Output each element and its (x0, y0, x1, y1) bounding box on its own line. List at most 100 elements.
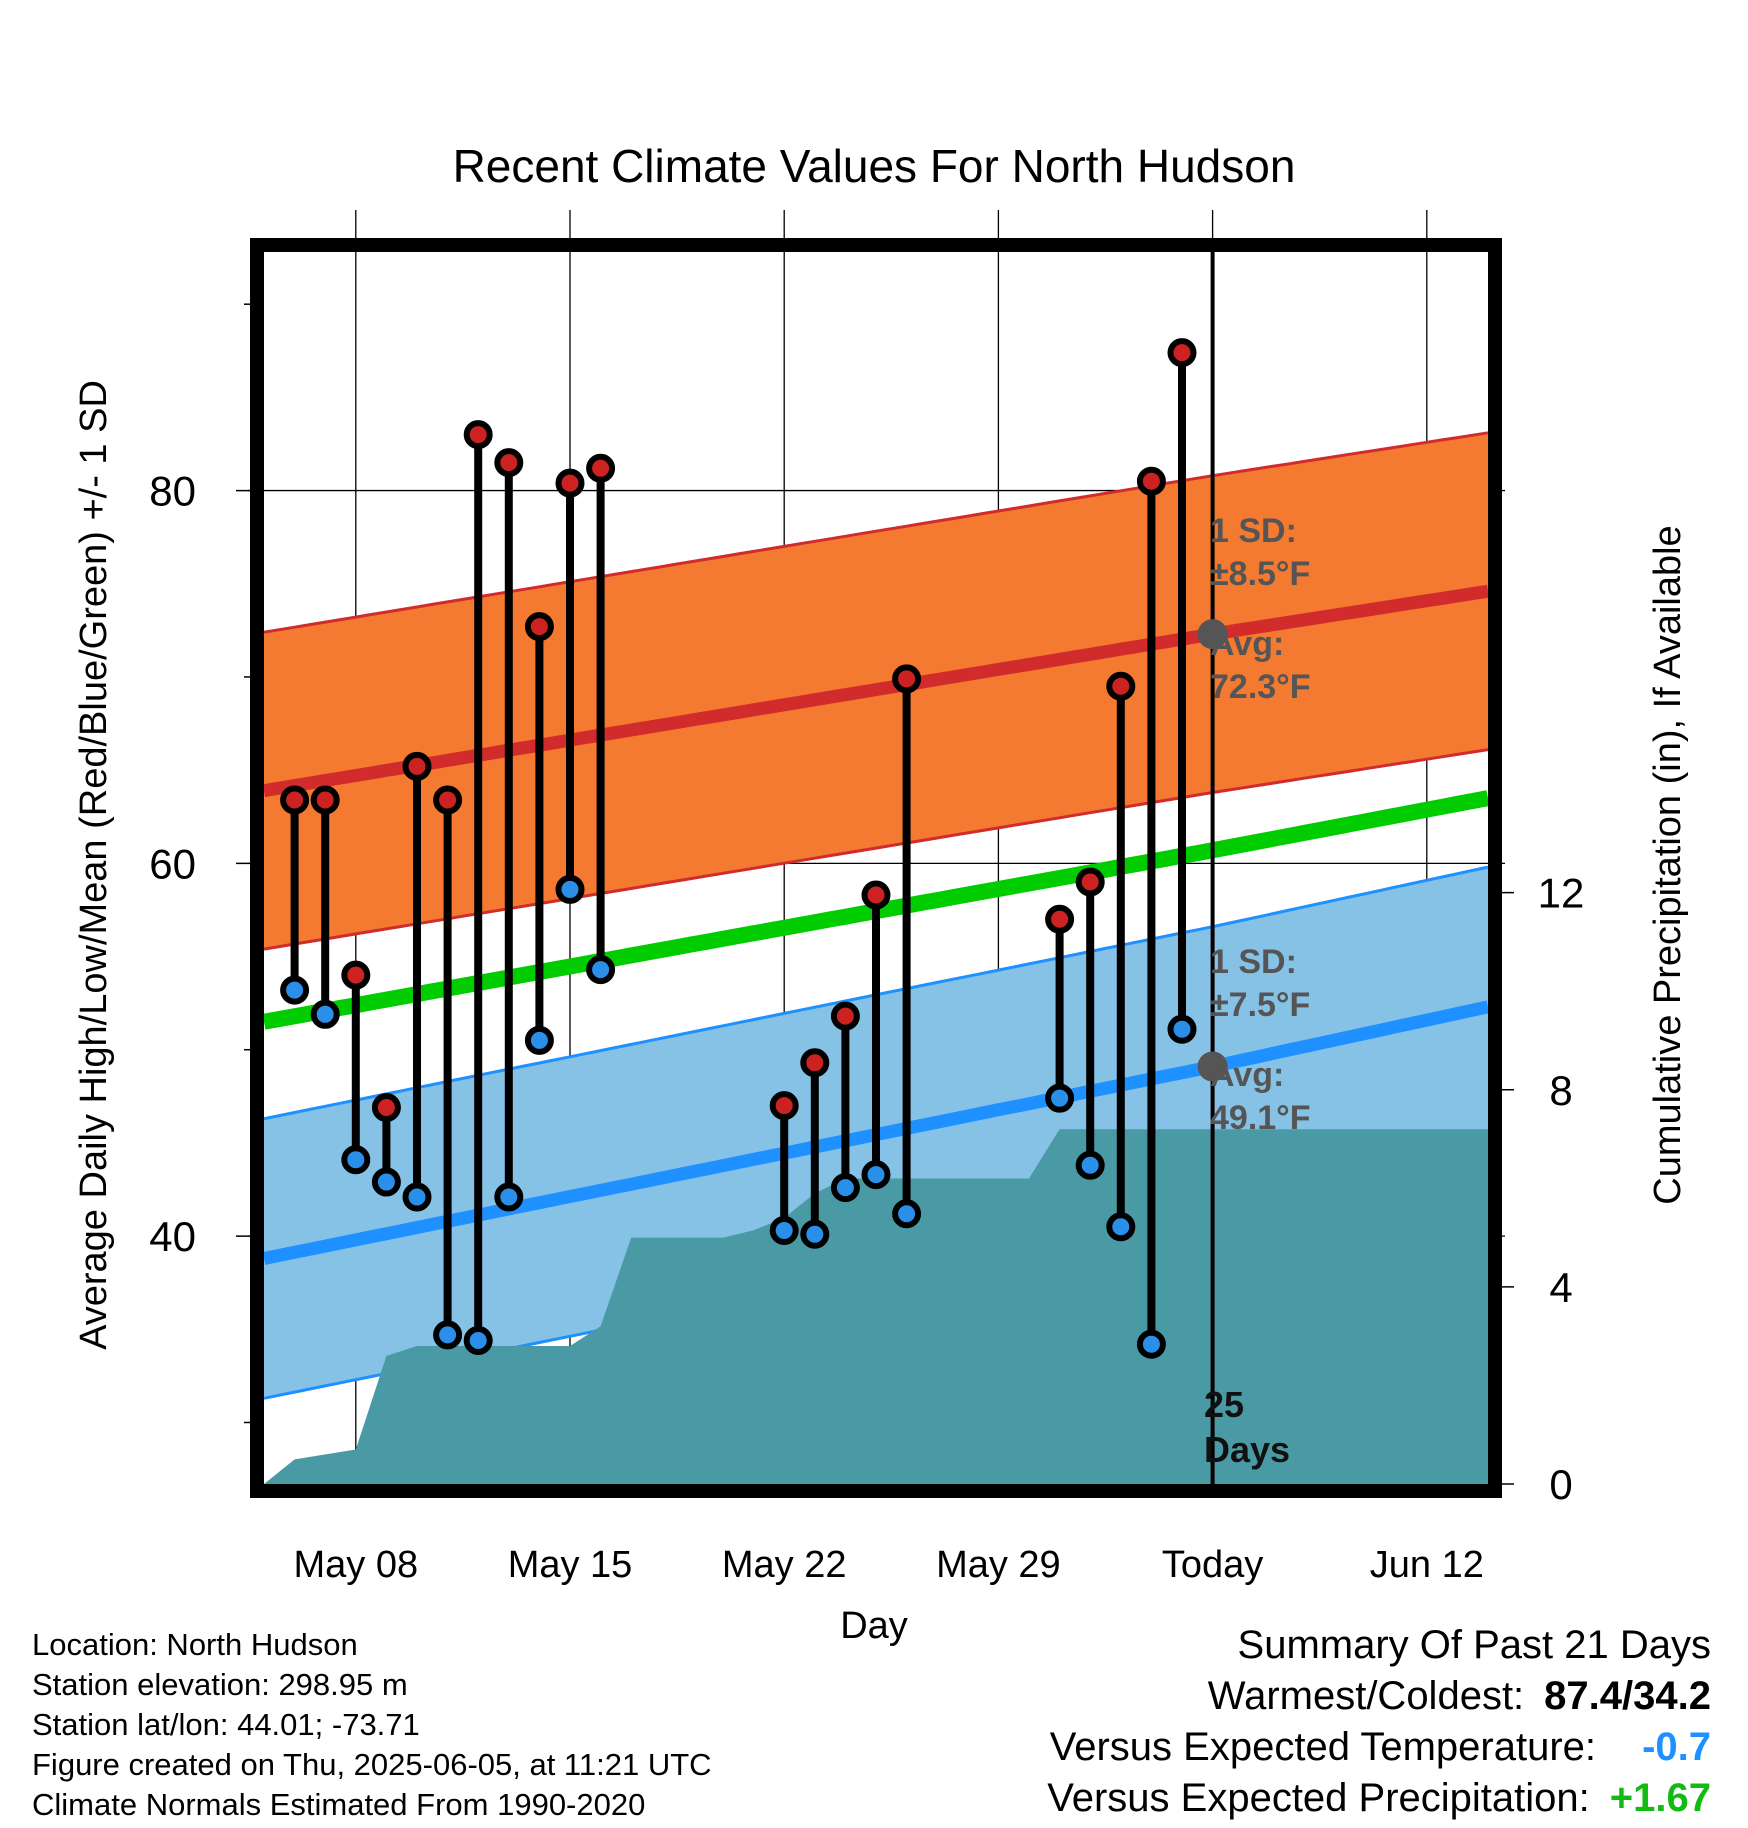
daily-obs-may-23 (800, 1048, 830, 1249)
y2-tick-label: 0 (1549, 1461, 1572, 1508)
obs-low-point (463, 1325, 493, 1355)
low-sd-value: ±7.5°F (1210, 986, 1310, 1024)
daily-obs-may-12 (463, 420, 493, 1355)
obs-high-point (1106, 671, 1136, 701)
today-marker (1197, 252, 1228, 1484)
obs-low-point (892, 1199, 922, 1229)
obs-low-point (1167, 1014, 1197, 1044)
obs-high-point (433, 785, 463, 815)
obs-high-point (402, 751, 432, 781)
low-avg-label: Avg: (1210, 1056, 1284, 1094)
obs-low-point (586, 955, 616, 985)
daily-obs-may-09 (371, 1093, 401, 1197)
chart-title: Recent Climate Values For North Hudson (453, 140, 1296, 192)
obs-high-point (892, 664, 922, 694)
obs-low-point (861, 1160, 891, 1190)
days-label: Days (1204, 1429, 1290, 1470)
daily-obs-jun-03 (1136, 466, 1166, 1359)
warm-cold-label: Warmest/Coldest: (1207, 1674, 1525, 1718)
high-avg-marker (1197, 619, 1228, 650)
summary-panel: Summary Of Past 21 Days Warmest/Coldest:… (1047, 1620, 1711, 1824)
daily-obs-may-11 (433, 785, 463, 1350)
obs-high-point (1075, 867, 1105, 897)
temp-value: -0.7 (1642, 1725, 1711, 1769)
y-tick-label: 80 (149, 468, 196, 515)
temp-label: Versus Expected Temperature: (1049, 1725, 1596, 1769)
obs-low-point (769, 1216, 799, 1246)
obs-high-point (524, 612, 554, 642)
daily-obs-may-15 (555, 468, 585, 904)
obs-high-point (769, 1091, 799, 1121)
obs-high-point (371, 1093, 401, 1123)
x-tick-label: Today (1162, 1544, 1263, 1586)
precip-area-fill (264, 1129, 1488, 1484)
x-tick-label: May 15 (508, 1544, 633, 1586)
plot-frame (250, 238, 1502, 1498)
summary-temp: Versus Expected Temperature: -0.7 (1047, 1722, 1711, 1773)
warm-cold-value: 87.4/34.2 (1544, 1674, 1711, 1718)
obs-low-point (310, 999, 340, 1029)
obs-low-point (433, 1320, 463, 1350)
y2-tick-label: 12 (1538, 870, 1585, 917)
precip-area (264, 1129, 1488, 1484)
daily-obs-may-26 (892, 664, 922, 1229)
daily-obs-may-10 (402, 751, 432, 1212)
summary-heading: Summary Of Past 21 Days (1237, 1623, 1711, 1667)
obs-high-point (861, 880, 891, 910)
y-axis-label: Average Daily High/Low/Mean (Red/Blue/Gr… (73, 380, 115, 1350)
high-avg-value: 72.3°F (1210, 668, 1311, 706)
obs-low-point (402, 1182, 432, 1212)
daily-obs-may-08 (341, 960, 371, 1175)
station-info: Location: North Hudson Station elevation… (32, 1625, 712, 1825)
daily-obs-may-13 (494, 448, 524, 1212)
precip-label: Versus Expected Precipitation: (1047, 1776, 1590, 1820)
obs-high-point (310, 785, 340, 815)
location-text: Location: North Hudson (32, 1627, 358, 1662)
y2-tick-label: 4 (1549, 1264, 1572, 1311)
x-axis-label: Day (840, 1605, 908, 1647)
obs-low-point (1136, 1329, 1166, 1359)
obs-low-point (280, 975, 310, 1005)
daily-obs-may-16 (586, 453, 616, 985)
high-avg-label: Avg: (1210, 625, 1284, 663)
high-avg-line (262, 584, 1490, 798)
obs-low-point (494, 1182, 524, 1212)
y2-tick-label: 8 (1549, 1067, 1572, 1114)
obs-low-point (830, 1173, 860, 1203)
low-sd-label: 1 SD: (1210, 943, 1297, 981)
obs-high-point (555, 468, 585, 498)
obs-high-point (800, 1048, 830, 1078)
elevation-text: Station elevation: 298.95 m (32, 1667, 408, 1702)
obs-high-point (280, 785, 310, 815)
obs-high-point (586, 453, 616, 483)
obs-high-point (494, 448, 524, 478)
daily-obs-may-06 (280, 785, 310, 1005)
daily-observations (280, 338, 1197, 1359)
obs-high-point (1045, 904, 1075, 934)
high-sd-value: ±8.5°F (1210, 555, 1310, 593)
x-tick-label: May 29 (936, 1544, 1061, 1586)
summary-warm-cold: Warmest/Coldest: 87.4/34.2 (1047, 1671, 1711, 1722)
daily-obs-may-24 (830, 1001, 860, 1203)
created-text: Figure created on Thu, 2025-06-05, at 11… (32, 1747, 712, 1782)
daily-obs-may-31 (1045, 904, 1075, 1113)
obs-low-point (1075, 1150, 1105, 1180)
latlon-text: Station lat/lon: 44.01; -73.71 (32, 1707, 420, 1742)
x-tick-label: Jun 12 (1370, 1544, 1484, 1586)
y-tick-label: 60 (149, 840, 196, 887)
obs-low-point (341, 1145, 371, 1175)
x-tick-label: May 22 (722, 1544, 847, 1586)
low-avg-value: 49.1°F (1210, 1099, 1311, 1137)
x-tick-label: May 08 (293, 1544, 418, 1586)
daily-obs-may-22 (769, 1091, 799, 1246)
high-band-lower-edge (263, 748, 1489, 951)
high-band-upper-edge (263, 431, 1489, 634)
normals-text: Climate Normals Estimated From 1990-2020 (32, 1787, 646, 1822)
daily-obs-may-14 (524, 612, 554, 1055)
days-annotation: 25 Days (1204, 1384, 1290, 1470)
y2-axis-label: Cumulative Precipitation (in), If Availa… (1647, 525, 1689, 1204)
obs-low-point (371, 1167, 401, 1197)
axis-ticks: May 08 May 15 May 22 May 29 Today Jun 12 4 0 60 8… (149, 303, 1585, 1586)
daily-obs-may-07 (310, 785, 340, 1029)
